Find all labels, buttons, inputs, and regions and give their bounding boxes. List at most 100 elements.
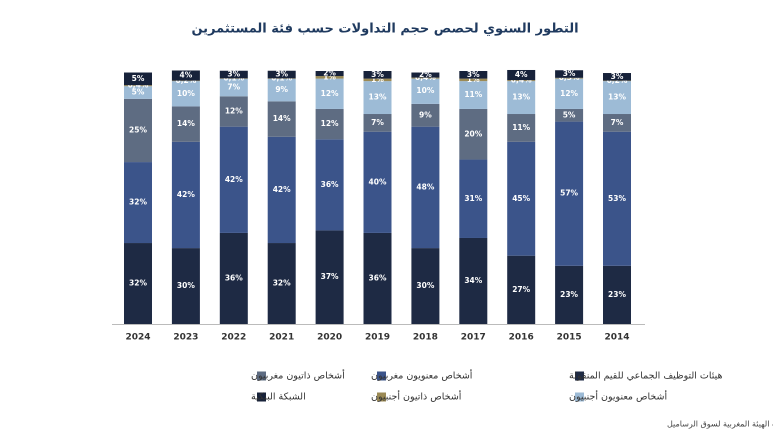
data-label: 25% — [129, 125, 147, 134]
bar-segment — [555, 77, 584, 79]
bar-segment — [555, 78, 584, 109]
bar-segment — [267, 78, 296, 79]
bar-segment — [315, 76, 344, 79]
bar-segment — [555, 265, 584, 324]
bar-segment — [171, 80, 200, 82]
data-label: 1% — [467, 75, 480, 84]
source: المصدر: شركات البورصة وحسابات الهيئة الم… — [667, 420, 773, 429]
data-label: 1% — [371, 75, 384, 84]
bar-segment — [124, 162, 152, 244]
bar-segment — [315, 71, 344, 77]
data-label: 3% — [563, 69, 576, 78]
bar-segment — [507, 80, 536, 82]
bar-segment — [411, 126, 440, 249]
data-label: 3% — [467, 70, 480, 79]
data-label: 4% — [515, 70, 528, 79]
x-tick-label: 2020 — [317, 333, 342, 343]
chart-title: التطور السنوي لحصص حجم التداولات حسب فئة… — [191, 22, 578, 37]
data-label: 32% — [129, 198, 147, 207]
bar-segment — [363, 81, 392, 115]
bar-segment — [363, 232, 392, 324]
bar-segment — [411, 103, 440, 127]
bar-segment — [315, 139, 344, 231]
data-label: 13% — [369, 93, 387, 102]
data-label: 5% — [132, 88, 145, 97]
data-label: 13% — [608, 93, 626, 102]
data-label: 23% — [608, 290, 626, 299]
data-label: 31% — [464, 194, 482, 203]
bar-segment — [459, 159, 488, 238]
data-label: 30% — [177, 281, 195, 290]
bar-segment — [171, 141, 200, 249]
x-tick-label: 2023 — [173, 333, 198, 343]
bar-segment — [124, 98, 152, 163]
x-tick-label: 2016 — [509, 333, 534, 343]
data-label: 9% — [419, 110, 432, 119]
bar-segment — [315, 108, 344, 140]
data-label: 10% — [177, 89, 195, 98]
x-tick-label: 2019 — [365, 333, 390, 343]
legend-swatch — [257, 371, 266, 381]
data-label: 32% — [129, 279, 147, 288]
data-label: 2% — [419, 70, 432, 79]
data-label: 53% — [608, 194, 626, 203]
data-label: 2% — [323, 69, 336, 78]
bar-segment — [219, 126, 248, 233]
x-tick-label: 2018 — [413, 333, 438, 343]
data-label: 20% — [464, 129, 482, 138]
data-label: 7% — [611, 118, 624, 127]
bar-segment — [555, 70, 584, 78]
bar-segment — [507, 81, 536, 115]
legend-label: أشخاص ذاتيون أجنبيون — [371, 390, 462, 403]
bar-segment — [124, 86, 152, 99]
bar-segment — [267, 78, 296, 102]
bar-segment — [363, 78, 392, 82]
bar-segment — [363, 114, 392, 132]
bar-segment — [507, 255, 536, 324]
bar-segment — [507, 114, 536, 142]
bar-segment — [267, 136, 296, 244]
data-label: 42% — [225, 175, 243, 184]
bar-segment — [124, 85, 152, 87]
legend-label: الشبكة البنكية — [251, 392, 306, 403]
bar-segment — [219, 78, 248, 79]
data-label: 12% — [560, 89, 578, 98]
bar-segment — [171, 70, 200, 81]
bar-segment — [507, 69, 536, 81]
legend-swatch — [575, 392, 584, 402]
bar-segment — [315, 230, 344, 324]
bar-segment — [219, 70, 248, 79]
data-label: 7% — [371, 118, 384, 127]
data-label: 45% — [512, 194, 530, 203]
legend-label: أشخاص ذاتيون مغربيون — [251, 369, 345, 382]
data-label: 14% — [177, 119, 195, 128]
bar-segment — [363, 71, 392, 79]
bar-segment — [507, 141, 536, 256]
data-label: 12% — [225, 106, 243, 115]
data-label: 0,4% — [511, 76, 532, 85]
legend-swatch — [377, 392, 386, 402]
bar-segment — [411, 77, 440, 79]
data-label: 9% — [275, 85, 288, 94]
data-label: 4% — [180, 71, 193, 80]
bar-segment — [219, 96, 248, 127]
x-tick-label: 2024 — [125, 333, 150, 343]
x-tick-label: 2017 — [461, 333, 486, 343]
bar-segment — [219, 232, 248, 324]
data-label: 3% — [227, 70, 240, 79]
data-label: 5% — [132, 74, 145, 83]
bar-segment — [459, 81, 488, 109]
bar-segment — [603, 81, 631, 115]
x-tick-label: 2021 — [269, 333, 294, 343]
data-label: 14% — [273, 114, 291, 123]
bar-segment — [459, 71, 488, 79]
legend-swatch — [257, 392, 266, 402]
bar-segment — [603, 80, 631, 82]
data-label: 10% — [416, 86, 434, 95]
bar-segment — [267, 243, 296, 324]
x-tick-label: 2015 — [557, 333, 582, 343]
bar-segment — [603, 114, 631, 132]
bar-segment — [459, 237, 488, 324]
data-label: 48% — [416, 182, 434, 191]
